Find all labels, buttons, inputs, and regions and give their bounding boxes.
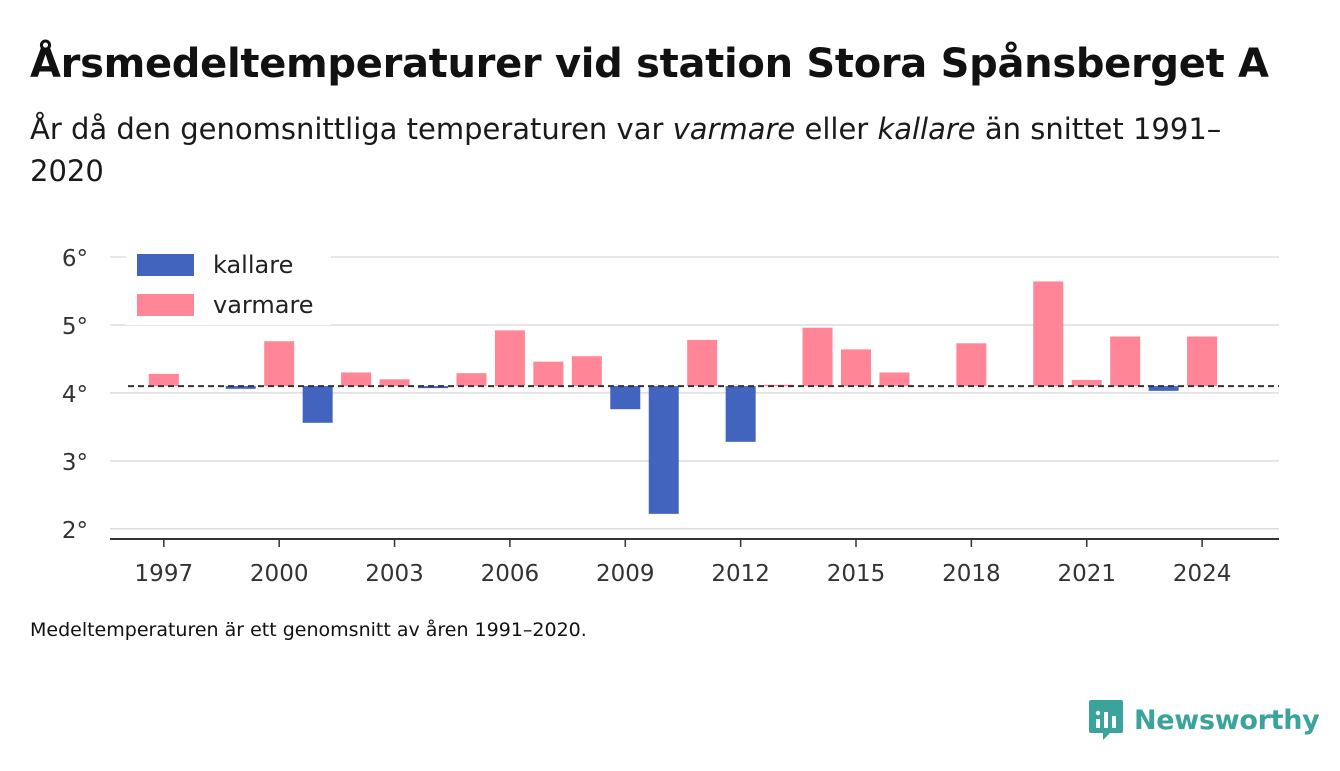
- bar-2012: [725, 386, 756, 442]
- legend: kallare varmare: [126, 243, 331, 325]
- newsworthy-logo-icon: [1089, 700, 1123, 740]
- x-axis: 1997 2000 2003 2006 2009 2012 2015 2018 2021 2024: [110, 538, 1279, 587]
- bar-2003: [379, 379, 410, 387]
- x-tick-label: 2018: [942, 561, 1001, 587]
- y-tick-label: 6°: [62, 246, 88, 272]
- legend-swatch-kallare: [137, 254, 194, 276]
- bar-2005: [456, 373, 487, 387]
- footnote: Medeltemperaturen är ett genomsnitt av å…: [30, 619, 587, 641]
- brand-logo[interactable]: Newsworthy: [1088, 698, 1320, 742]
- y-tick-label: 4°: [62, 382, 88, 408]
- x-tick-label: 2012: [711, 561, 770, 587]
- x-tick-label: 2009: [596, 561, 655, 587]
- bar-2016: [879, 372, 910, 387]
- bar-2018: [956, 343, 987, 387]
- legend-label-varmare: varmare: [213, 291, 314, 319]
- bar-2014: [802, 327, 833, 387]
- bar-2007: [533, 361, 564, 387]
- x-tick-label: 2003: [365, 561, 424, 587]
- subtitle-colder-word: kallare: [877, 112, 976, 146]
- legend-swatch-varmare: [137, 294, 194, 316]
- x-tick-label: 2024: [1173, 561, 1232, 587]
- bar-1999: [225, 386, 256, 389]
- x-tick-label: 2021: [1057, 561, 1116, 587]
- bar-2022: [1110, 336, 1141, 387]
- subtitle-warmer-word: varmare: [672, 112, 796, 146]
- bar-2020: [1033, 281, 1064, 387]
- bar-2011: [687, 339, 718, 387]
- bar-2009: [610, 386, 641, 410]
- y-tick-label: 3°: [62, 450, 88, 476]
- bar-2024: [1187, 336, 1218, 387]
- bar-2008: [571, 356, 602, 387]
- bar-2001: [302, 386, 333, 423]
- legend-label-kallare: kallare: [213, 251, 293, 279]
- bar-2015: [841, 349, 872, 387]
- x-tick-label: 2006: [481, 561, 540, 587]
- y-tick-label: 2°: [62, 518, 88, 544]
- x-tick-label: 2015: [827, 561, 886, 587]
- bar-2000: [264, 341, 295, 387]
- bar-2004: [418, 386, 449, 389]
- subtitle-text-middle: eller: [795, 112, 878, 146]
- temperature-bar-chart: 2° 3° 4° 5° 6° 1997 2000 2003 2006 2009 2012 2015 2…: [61, 243, 1279, 587]
- y-tick-label: 5°: [62, 314, 88, 340]
- chart-subtitle: År då den genomsnittliga temperaturen va…: [30, 108, 1270, 192]
- bar-2023: [1148, 386, 1179, 391]
- bars: [148, 281, 1218, 514]
- chart-title: Årsmedeltemperaturer vid station Stora S…: [30, 41, 1269, 87]
- y-axis-ticks: 2° 3° 4° 5° 6°: [62, 246, 88, 544]
- brand-name: Newsworthy: [1134, 704, 1320, 736]
- subtitle-text-end: än snittet 1991–2020: [30, 112, 1222, 188]
- x-tick-label: 1997: [135, 561, 194, 587]
- bar-2021: [1071, 379, 1102, 387]
- bar-2010: [648, 386, 679, 514]
- x-tick-label: 2000: [250, 561, 309, 587]
- bar-2002: [341, 372, 372, 387]
- subtitle-text-start: År då den genomsnittliga temperaturen va…: [30, 112, 673, 146]
- bar-1997: [148, 373, 179, 387]
- bar-2006: [494, 330, 525, 387]
